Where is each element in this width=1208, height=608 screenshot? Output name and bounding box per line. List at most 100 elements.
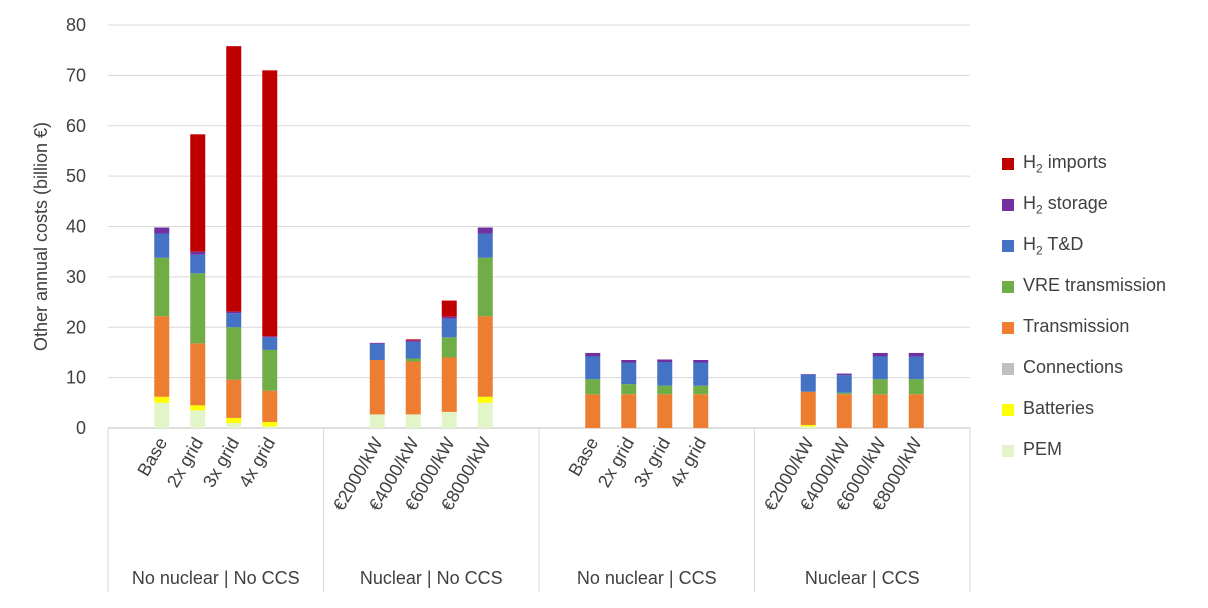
legend-item-h2-storage: H2 storage [1002,184,1202,225]
bar-segment [226,417,242,423]
legend-item-h2-td: H2 T&D [1002,225,1202,266]
x-group-label: Nuclear | No CCS [360,568,503,588]
bar-segment [872,356,888,380]
y-tick-label: 80 [66,15,86,35]
legend-label-transmission: Transmission [1023,315,1130,336]
bar-segment [154,402,170,428]
y-tick-label: 50 [66,166,86,186]
bar-segment [657,362,673,386]
bar-segment [621,384,637,395]
legend-item-pem: PEM [1002,430,1202,471]
x-group-label: Nuclear | CCS [805,568,920,588]
legend-item-batteries: Batteries [1002,389,1202,430]
y-tick-label: 60 [66,116,86,136]
bar-segment [190,251,206,255]
bar-segment [477,316,493,397]
bar-segment [262,337,278,350]
bar-segment [872,394,888,428]
bar-segment [262,349,278,391]
bar-segment [226,46,242,312]
bar-segment [154,227,170,234]
bar-segment [800,374,816,392]
x-category-label: 4x grid [666,434,710,491]
bar-segment [441,318,457,338]
bar-segment [226,327,242,380]
bar-segment [405,340,421,342]
bar-segment [226,311,242,314]
bar-segment [441,300,457,317]
bar-segment [621,362,637,385]
y-tick-label: 10 [66,368,86,388]
bar-segment [190,254,206,274]
x-category-label: Base [133,434,171,480]
legend-label-batteries: Batteries [1023,397,1095,418]
bar-segment [405,339,421,341]
bar-segment [405,358,421,362]
bar-segment [693,394,709,428]
bar-segment [369,414,385,428]
bar-segment [693,359,709,363]
bar-segment [657,385,673,395]
bar-segment [262,390,278,422]
bar-segment [800,391,816,425]
bar-segment [836,394,852,428]
bar-segment [585,352,601,357]
legend-label-pem: PEM [1023,438,1063,459]
bar-segment [836,392,852,395]
bar-segment [226,422,242,428]
legend-swatch-h2-td [1002,239,1014,252]
bar-segment [190,273,206,344]
bar-segment [262,70,278,337]
y-tick-label: 30 [66,267,86,287]
y-tick-label: 40 [66,217,86,237]
bar-segment [262,421,278,427]
legend-swatch-transmission [1002,321,1014,334]
bar-segment [477,396,493,403]
bar-segment [190,405,206,411]
legend-swatch-batteries [1002,403,1014,416]
bar-segment [477,233,493,258]
bar-segment [908,379,924,395]
bar-segment [693,362,709,386]
bar-segment [405,414,421,428]
bar-segment [369,342,385,344]
bar-segment [262,426,278,428]
bar-segment [585,356,601,380]
legend-swatch-pem [1002,444,1014,457]
legend: H2 imports H2 storage H2 T&D VRE transmi… [1002,143,1202,471]
bar-segment [836,375,852,393]
bar-segment [693,385,709,395]
legend-item-h2-imports: H2 imports [1002,143,1202,184]
bar-segment [226,313,242,328]
bar-segment [369,359,385,415]
legend-item-vre-transmission: VRE transmission [1002,266,1202,307]
bar-segment [621,394,637,428]
bar-segment [154,257,170,317]
legend-swatch-h2-imports [1002,157,1014,170]
bar-segment [872,352,888,357]
legend-swatch-vre-transmission [1002,280,1014,293]
legend-label-h2-storage: H2 storage [1023,192,1108,217]
bar-segment [369,343,385,360]
bar-segment [477,227,493,234]
bar-segment [477,257,493,317]
bar-segment [657,359,673,363]
x-category-label: Base [564,434,602,480]
legend-item-connections: Connections [1002,348,1202,389]
bar-segment [585,379,601,395]
bar-segment [190,343,206,406]
legend-label-h2-td: H2 T&D [1023,233,1084,258]
bar-segment [477,402,493,428]
bar-segment [226,379,242,418]
y-axis-title: Other annual costs (billion €) [31,122,51,351]
legend-label-connections: Connections [1023,356,1124,377]
legend-swatch-connections [1002,362,1014,375]
y-tick-label: 0 [76,418,86,438]
bar-segment [262,336,278,338]
legend-item-transmission: Transmission [1002,307,1202,348]
x-group-label: No nuclear | No CCS [132,568,300,588]
bar-segment [441,337,457,358]
bar-segment [800,374,816,375]
legend-label-h2-imports: H2 imports [1023,151,1107,176]
